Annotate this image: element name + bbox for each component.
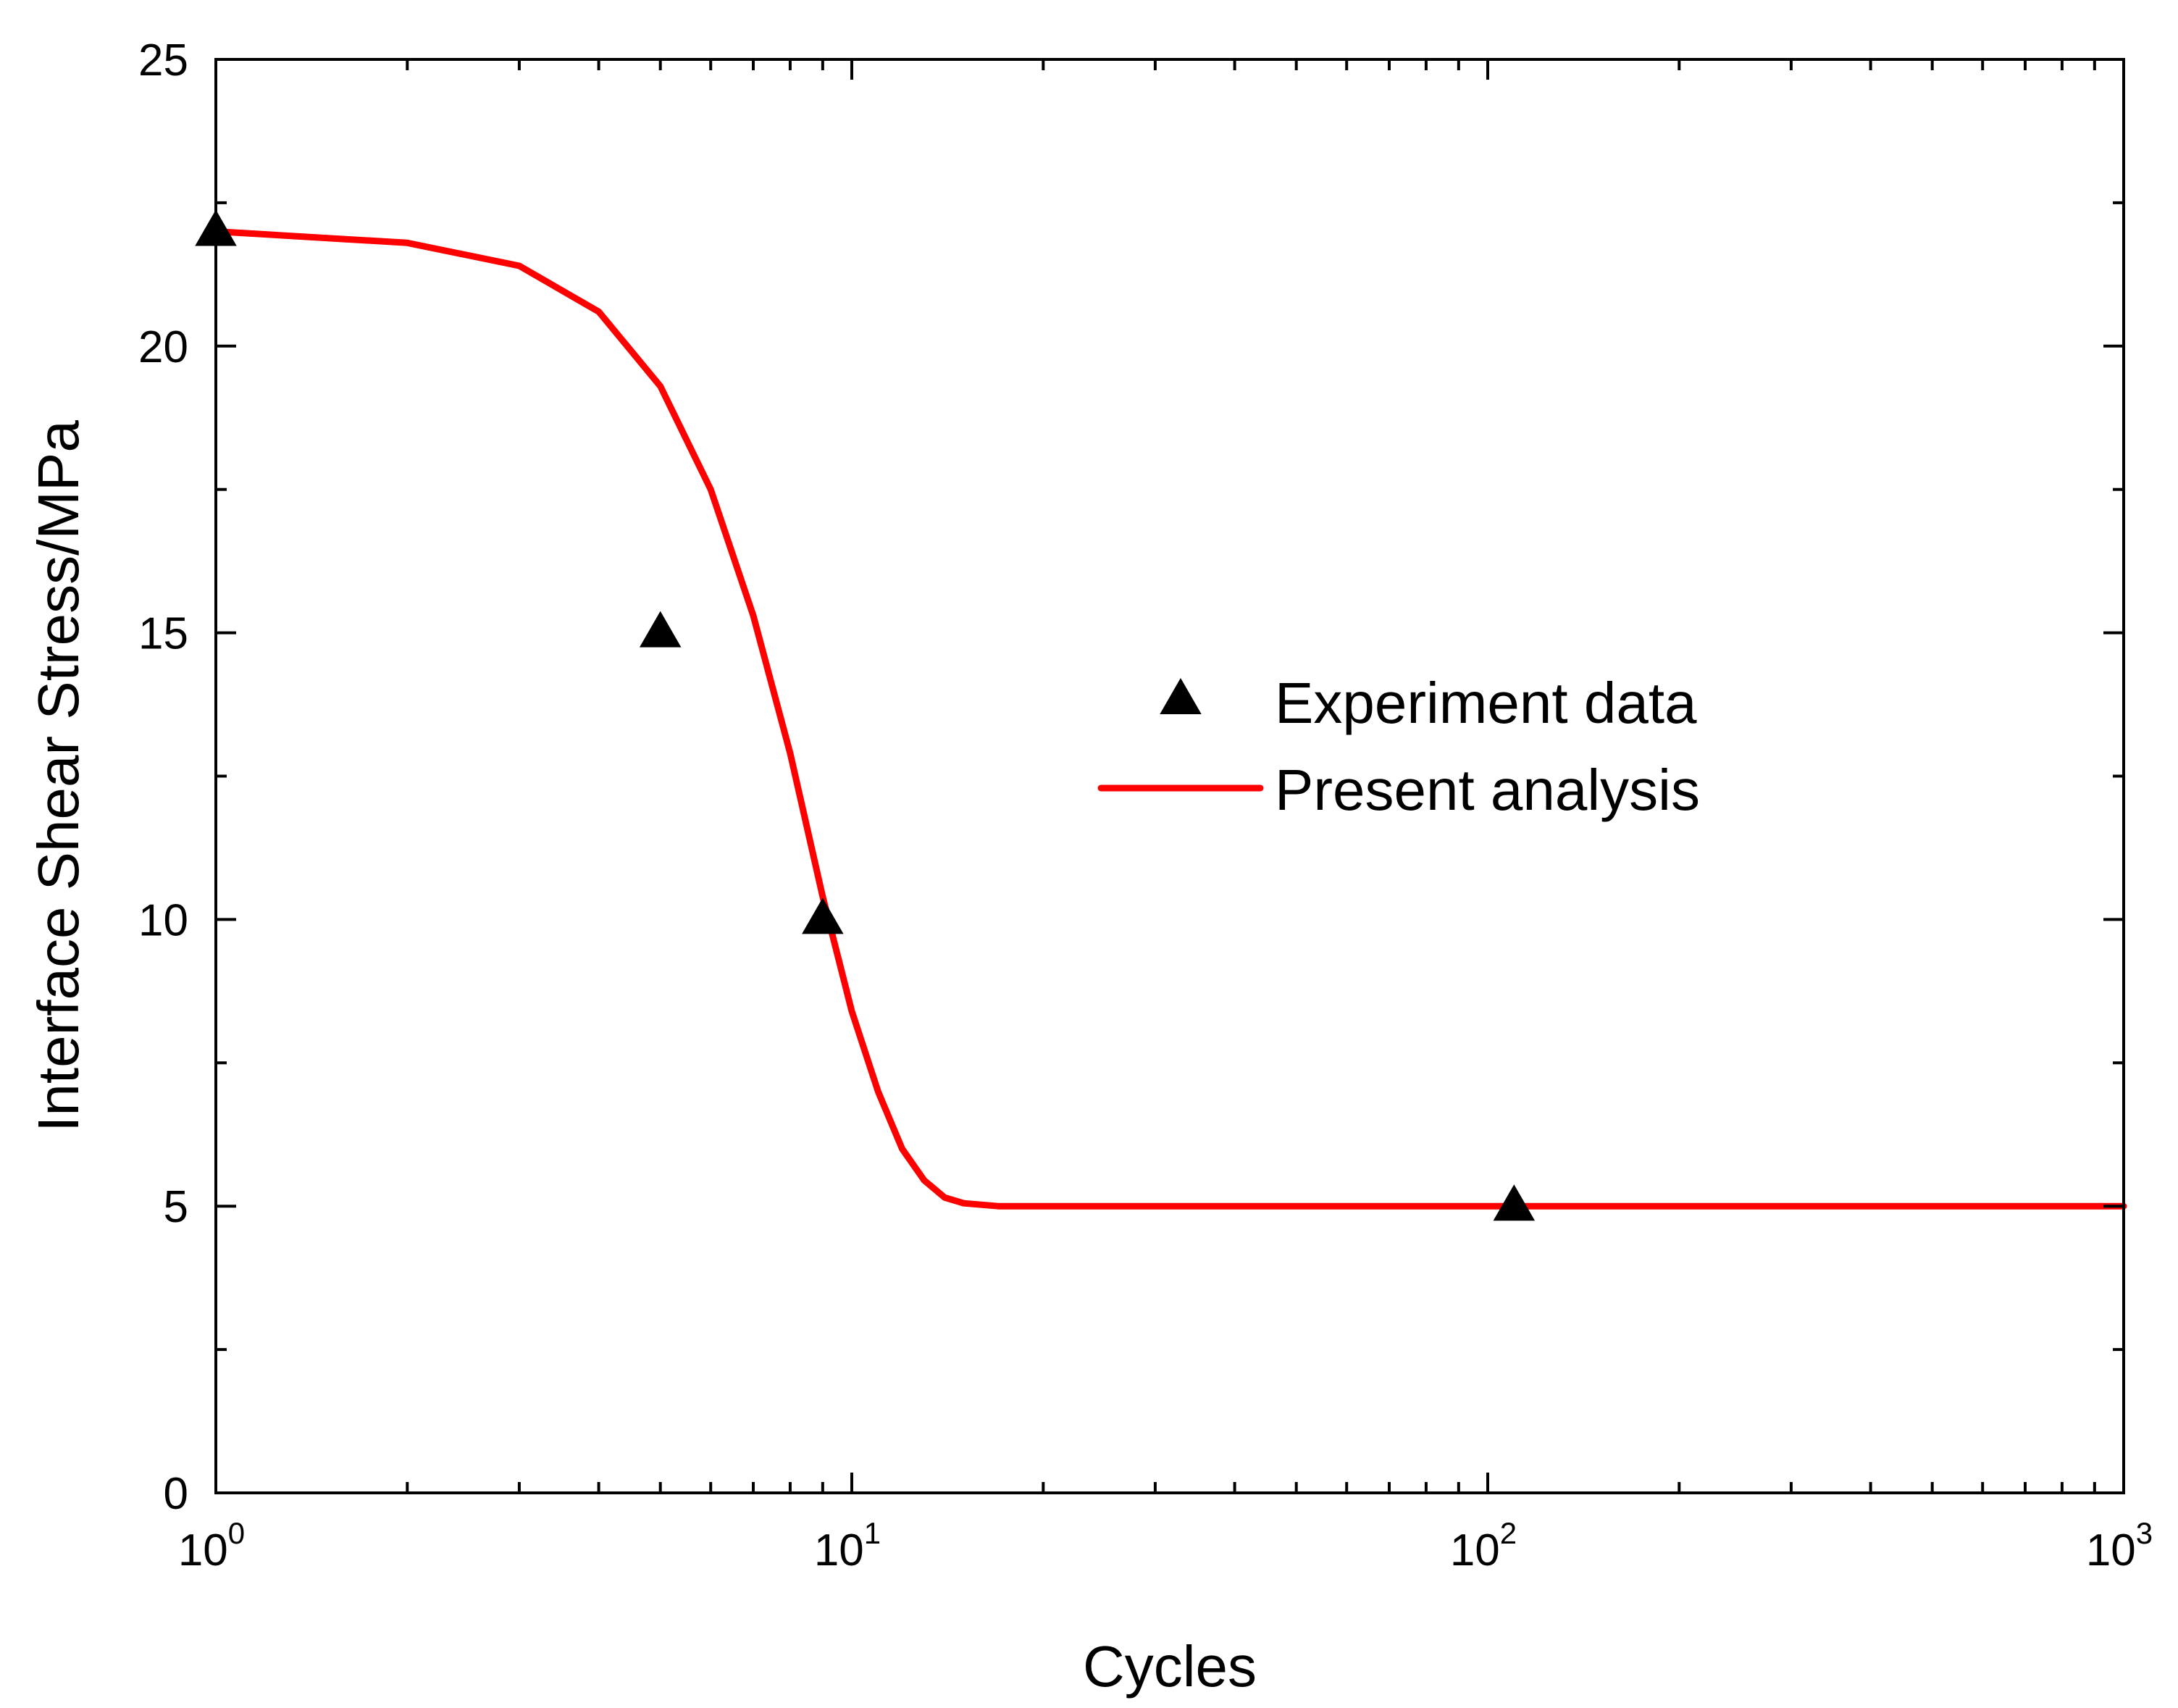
x-tick-base: 10: [814, 1525, 864, 1575]
x-axis-title: Cycles: [1083, 1634, 1257, 1699]
experiment-point: [1493, 1184, 1536, 1221]
x-tick-exponent: 2: [1500, 1516, 1517, 1550]
y-tick-label: 10: [138, 895, 188, 945]
x-tick-exponent: 1: [864, 1516, 881, 1550]
y-tick-label: 0: [164, 1469, 188, 1519]
x-tick-exponent: 0: [228, 1516, 245, 1550]
y-axis-title: Interface Shear Stress/MPa: [26, 420, 91, 1132]
x-tick-exponent: 3: [2136, 1516, 2153, 1550]
x-tick-base: 10: [1450, 1525, 1500, 1575]
experiment-point: [639, 611, 682, 648]
y-tick-label: 15: [138, 609, 188, 659]
x-tick-label: 100: [178, 1516, 245, 1575]
x-tick-label: 101: [814, 1516, 881, 1575]
x-tick-label: 102: [1450, 1516, 1517, 1575]
y-tick-label: 20: [138, 322, 188, 372]
x-tick-label: 103: [2086, 1516, 2153, 1575]
legend-label: Experiment data: [1275, 671, 1697, 735]
x-tick-base: 10: [178, 1525, 228, 1575]
legend-label: Present analysis: [1275, 758, 1700, 822]
analysis-line: [212, 228, 2127, 1210]
legend: Experiment data Present analysis: [1097, 671, 1700, 822]
plot-frame: [214, 58, 2125, 1494]
x-tick-base: 10: [2086, 1525, 2136, 1575]
plot-marks: [195, 209, 2127, 1221]
experiment-point: [802, 897, 844, 934]
y-tick-label: 25: [138, 35, 188, 85]
legend-marker-triangle: [1160, 678, 1202, 714]
y-tick-label: 5: [164, 1182, 188, 1232]
